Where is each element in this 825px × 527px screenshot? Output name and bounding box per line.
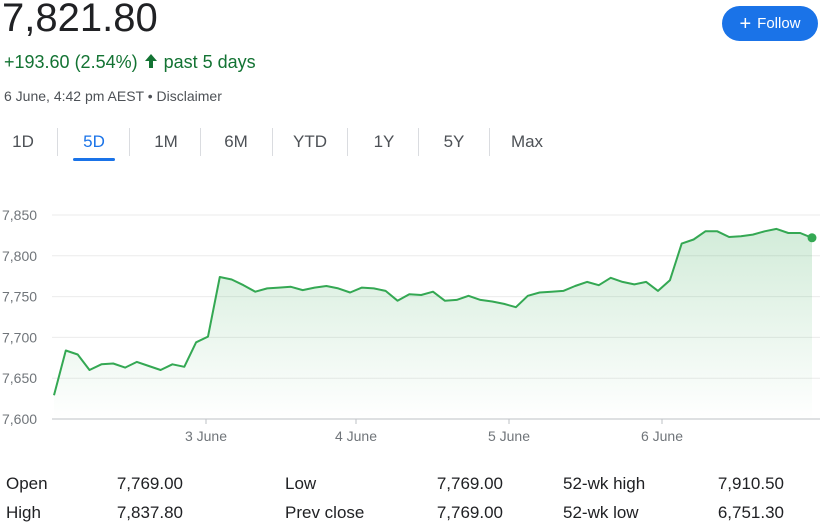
x-tick-label: 5 June (488, 428, 530, 444)
last-point-marker (807, 233, 817, 243)
stat-value-52wk-high: 7,910.50 (717, 474, 784, 493)
y-tick-label: 7,800 (2, 248, 37, 264)
tab-1y[interactable]: 1Y (373, 132, 395, 151)
stat-label-prev-close: Prev close (285, 503, 365, 522)
change-value: +193.60 (2.54%) (4, 52, 138, 72)
timestamp: 6 June, 4:42 pm AEST (4, 88, 144, 104)
arrow-up-icon (144, 50, 157, 74)
x-tick-label: 6 June (641, 428, 683, 444)
meta-separator: • (147, 88, 153, 104)
price-line (53, 227, 813, 396)
tab-divider (129, 128, 130, 156)
stat-value-prev-close: 7,769.00 (436, 503, 503, 522)
tab-max[interactable]: Max (510, 132, 544, 151)
tab-divider (347, 128, 348, 156)
stat-value-high: 7,837.80 (116, 503, 183, 522)
tab-6m[interactable]: 6M (224, 132, 248, 151)
x-tick-label: 4 June (335, 428, 377, 444)
timestamp-line: 6 June, 4:42 pm AEST • Disclaimer (4, 87, 222, 105)
tab-divider (57, 128, 58, 156)
stat-value-open: 7,769.00 (116, 474, 183, 493)
follow-button[interactable]: + Follow (722, 6, 818, 41)
plus-icon: + (739, 13, 752, 35)
tab-5d[interactable]: 5D (73, 128, 115, 164)
stat-label-low: Low (285, 474, 317, 493)
stat-label-52wk-high: 52-wk high (563, 474, 646, 493)
stat-label-52wk-low: 52-wk low (563, 503, 639, 522)
x-tick-label: 3 June (185, 428, 227, 444)
y-tick-label: 7,650 (2, 370, 37, 386)
change-period: past 5 days (163, 52, 256, 72)
disclaimer-link[interactable]: Disclaimer (156, 88, 222, 104)
price-chart[interactable]: 7,850 7,800 7,750 7,700 7,650 7,600 3 June 4 J… (0, 190, 825, 455)
range-tabs: 1D 5D 1M 6M YTD 1Y 5Y Max (0, 128, 560, 164)
price-change: +193.60 (2.54%) past 5 days (4, 50, 256, 74)
tab-1m[interactable]: 1M (154, 132, 178, 151)
stat-value-52wk-low: 6,751.30 (717, 503, 784, 522)
follow-label: Follow (757, 15, 801, 32)
tab-5y[interactable]: 5Y (443, 132, 465, 151)
y-tick-label: 7,850 (2, 207, 37, 223)
y-tick-label: 7,700 (2, 329, 37, 345)
tab-divider (200, 128, 201, 156)
stat-label-open: Open (6, 474, 48, 493)
y-tick-label: 7,600 (2, 411, 37, 427)
stat-label-high: High (6, 503, 41, 522)
stat-value-low: 7,769.00 (436, 474, 503, 493)
y-tick-label: 7,750 (2, 289, 37, 305)
tab-divider (272, 128, 273, 156)
price-area-fill (54, 228, 812, 419)
tab-1d[interactable]: 1D (12, 132, 34, 151)
tab-ytd[interactable]: YTD (293, 132, 327, 151)
current-price: 7,821.80 (2, 0, 158, 40)
tab-divider (418, 128, 419, 156)
tab-divider (489, 128, 490, 156)
active-tab-indicator (73, 158, 115, 161)
